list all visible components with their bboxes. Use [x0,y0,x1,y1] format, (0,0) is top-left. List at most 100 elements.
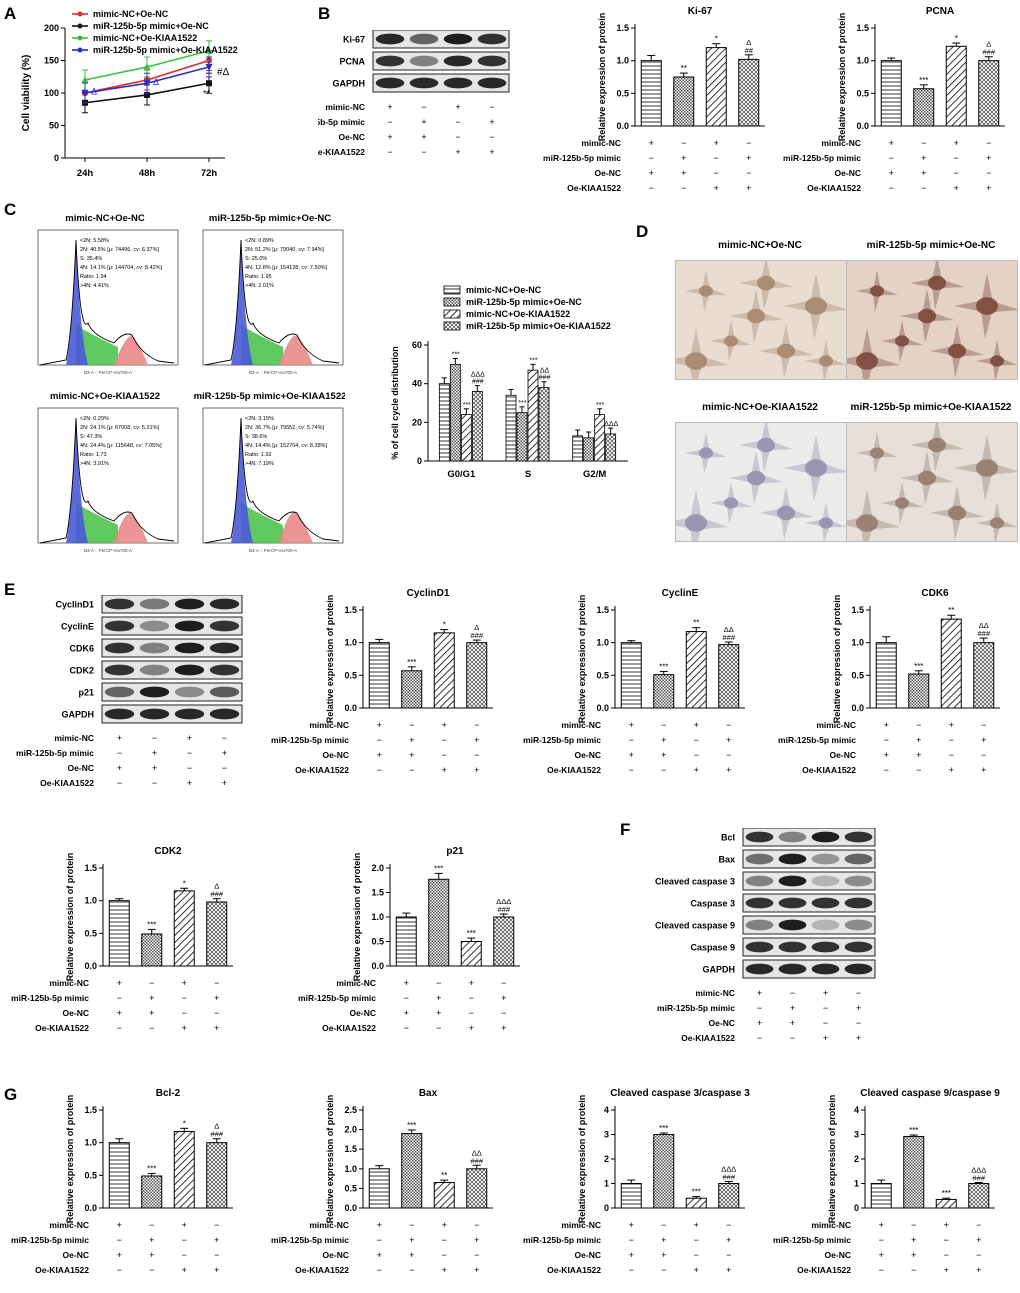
treatment-sign: − [944,1250,949,1260]
y-tick-label: 0.0 [371,961,384,971]
y-axis-label: Relative expression of protein [577,1095,587,1224]
y-tick-label: 1.5 [84,1105,97,1115]
treatment-sign: + [661,750,666,760]
blot-row-label: GAPDH [61,710,94,720]
treatment-sign: + [474,1235,479,1245]
treatment-sign: − [152,778,157,788]
treatment-sign: + [149,1250,154,1260]
treatment-sign: − [187,748,192,758]
treatment-sign: + [222,748,227,758]
treatment-label: miR-125b-5p mimic [16,748,94,758]
data-point [143,63,151,70]
blot-band [811,875,840,887]
treatment-sign: − [436,978,441,988]
treatment-sign: − [629,1235,634,1245]
blot-band [477,55,507,67]
blot-row-label: CDK6 [69,644,94,654]
blot-band [844,919,873,931]
y-tick-label: 0.0 [344,703,357,713]
blot-band [174,598,205,610]
histogram-stat: 4N: 24.4% [μ: 115648, cv: 7.05%] [80,443,162,449]
significance-star: *** [919,76,928,85]
y-tick-label: 1.5 [596,605,609,615]
bar [460,941,482,967]
bar [685,631,707,709]
treatment-sign: + [377,720,382,730]
treatment-label: Oe-KIAA1522 [567,183,621,193]
treatment-sign: + [421,117,426,127]
y-tick-label: 100 [44,88,59,98]
panel-letter-d: D [636,222,649,241]
treatment-label: Oe-KIAA1522 [797,1265,851,1275]
bar [705,47,727,127]
y-tick-label: 0 [604,1203,609,1213]
blot-row-label: CDK2 [69,666,94,676]
treatment-sign: + [726,765,731,775]
bar [945,45,967,127]
significance-star: *** [909,1126,918,1135]
treatment-label: miR-125b-5p mimic [543,153,621,163]
histogram-s-phase [76,325,118,365]
treatment-sign: − [409,1265,414,1275]
treatment-sign: − [222,733,227,743]
treatment-sign: + [726,1265,731,1275]
blot-band [104,664,135,676]
significance-star: * [183,879,186,888]
y-tick-label: 0.0 [84,1203,97,1213]
treatment-sign: + [661,735,666,745]
treatment-sign: − [981,750,986,760]
significance-mark: ΔΔΔ [496,897,511,906]
y-tick-label: 1.0 [84,1138,97,1148]
treatment-sign: + [214,1235,219,1245]
bar [620,1183,642,1209]
treatment-sign: − [629,765,634,775]
blot-band [745,831,774,843]
treatment-sign: − [921,183,926,193]
treatment-sign: − [387,147,392,157]
treatment-sign: + [404,1008,409,1018]
treatment-sign: + [986,183,991,193]
bar [583,437,595,462]
x-tick-label: S [525,469,531,480]
histogram-outline [39,239,175,366]
significance-star: *** [467,929,476,938]
histogram-title: miR-125b-5p mimic+Oe-NC [209,213,331,224]
y-axis-label: Relative expression of protein [837,13,847,142]
western-blot-f: Bcl Bax Cleaved caspase 3 Caspase 3 Cleaved … [638,827,888,1058]
bar [206,901,228,967]
y-axis-label: Relative expression of protein [352,853,362,982]
treatment-sign: + [757,1018,762,1028]
treatment-sign: − [469,993,474,1003]
treatment-sign: − [714,153,719,163]
treatment-label: Oe-KIAA1522 [547,1265,601,1275]
cleaved-caspase3-bar-chart: Cleaved caspase 3/caspase 3 Relative expr… [523,1088,750,1275]
treatment-sign: + [182,978,187,988]
legend-entry: miR-125b-5p mimic+Oe-KIAA1522 [93,45,238,55]
bar [913,88,935,127]
blot-band [778,941,807,953]
bar [401,1133,423,1209]
bar [653,674,675,709]
bar [908,673,930,709]
blot-band [139,620,170,632]
legend-entry: mimic-NC+Oe-NC [466,285,542,295]
histogram-x-label: B3-A :: PerCP-Vio700-A [249,548,297,553]
y-tick-label: 0.5 [371,937,384,947]
treatment-sign: + [377,750,382,760]
significance-mark: ### [210,890,223,899]
bar [875,642,897,709]
treatment-sign: − [489,132,494,142]
treatment-sign: − [182,1008,187,1018]
significance-mark: ### [470,631,483,640]
treatment-sign: − [884,735,889,745]
y-tick-label: 1.5 [84,863,97,873]
y-axis-label: Relative expression of protein [65,853,75,982]
significance-mark: ### [497,905,510,914]
histogram-stat: S: 38.6% [245,434,267,440]
treatment-sign: − [889,153,894,163]
bar [538,387,550,462]
x-tick-label: G0/G1 [447,469,476,480]
treatment-label: Oe-KIAA1522 [547,765,601,775]
blot-band [375,33,405,45]
histogram-stat: Ratio: 1.94 [80,274,107,280]
